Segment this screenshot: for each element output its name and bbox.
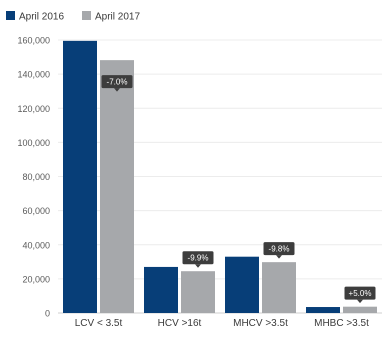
callout-box — [101, 75, 133, 89]
callout-label: +5.0% — [349, 289, 372, 298]
callout-pointer — [276, 255, 282, 259]
y-tick-label: 60,000 — [22, 206, 50, 216]
bar-april-2017 — [343, 306, 377, 313]
callout-pointer — [195, 264, 201, 268]
legend-swatch-2 — [82, 11, 91, 20]
bars — [63, 40, 377, 314]
y-tick-label: 100,000 — [17, 138, 50, 148]
x-category-label: HCV >16t — [158, 318, 202, 329]
y-tick-label: 80,000 — [22, 172, 50, 182]
change-callouts: -7.0% -9.9% -9.8% +5.0% — [101, 75, 376, 304]
y-tick-label: 120,000 — [17, 104, 50, 114]
legend-swatch-1 — [6, 11, 15, 20]
x-category-label: MHBC >3.5t — [314, 318, 369, 329]
y-axis-ticks: 0 20,000 40,000 60,000 80,000 100,000 120,000 1… — [17, 36, 50, 319]
y-tick-label: 20,000 — [22, 274, 50, 284]
x-axis-categories: LCV < 3.5t HCV >16t MHCV >3.5t MHBC >3.5t — [75, 318, 369, 329]
callout-box — [263, 242, 295, 256]
legend-label-2: April 2017 — [95, 12, 140, 23]
bar-april-2017 — [181, 271, 215, 313]
legend-label-1: April 2016 — [19, 12, 64, 23]
y-tick-label: 160,000 — [17, 36, 50, 46]
bar-april-2016 — [225, 256, 259, 313]
callout-box — [344, 286, 376, 300]
y-tick-label: 40,000 — [22, 240, 50, 250]
callout-box — [182, 251, 214, 265]
change-callout: -9.8% — [263, 242, 295, 259]
x-category-label: LCV < 3.5t — [75, 318, 123, 329]
bar-april-2017 — [262, 262, 296, 313]
bar-april-2017 — [100, 60, 134, 313]
y-tick-label: 140,000 — [17, 70, 50, 80]
y-tick-label: 0 — [45, 309, 50, 319]
change-callout: +5.0% — [344, 286, 376, 304]
callout-pointer — [114, 88, 120, 92]
change-callout: -9.9% — [182, 251, 214, 268]
bar-april-2016 — [144, 266, 178, 313]
callout-label: -9.8% — [269, 244, 290, 253]
bar-april-2016 — [306, 307, 340, 313]
callout-pointer — [357, 299, 363, 304]
change-callout: -7.0% — [101, 75, 133, 92]
callout-label: -7.0% — [107, 77, 128, 86]
callout-label: -9.9% — [188, 253, 209, 262]
bar-april-2016 — [63, 40, 97, 314]
x-category-label: MHCV >3.5t — [233, 318, 288, 329]
chart-legend: April 2016 April 2017 — [6, 11, 140, 23]
